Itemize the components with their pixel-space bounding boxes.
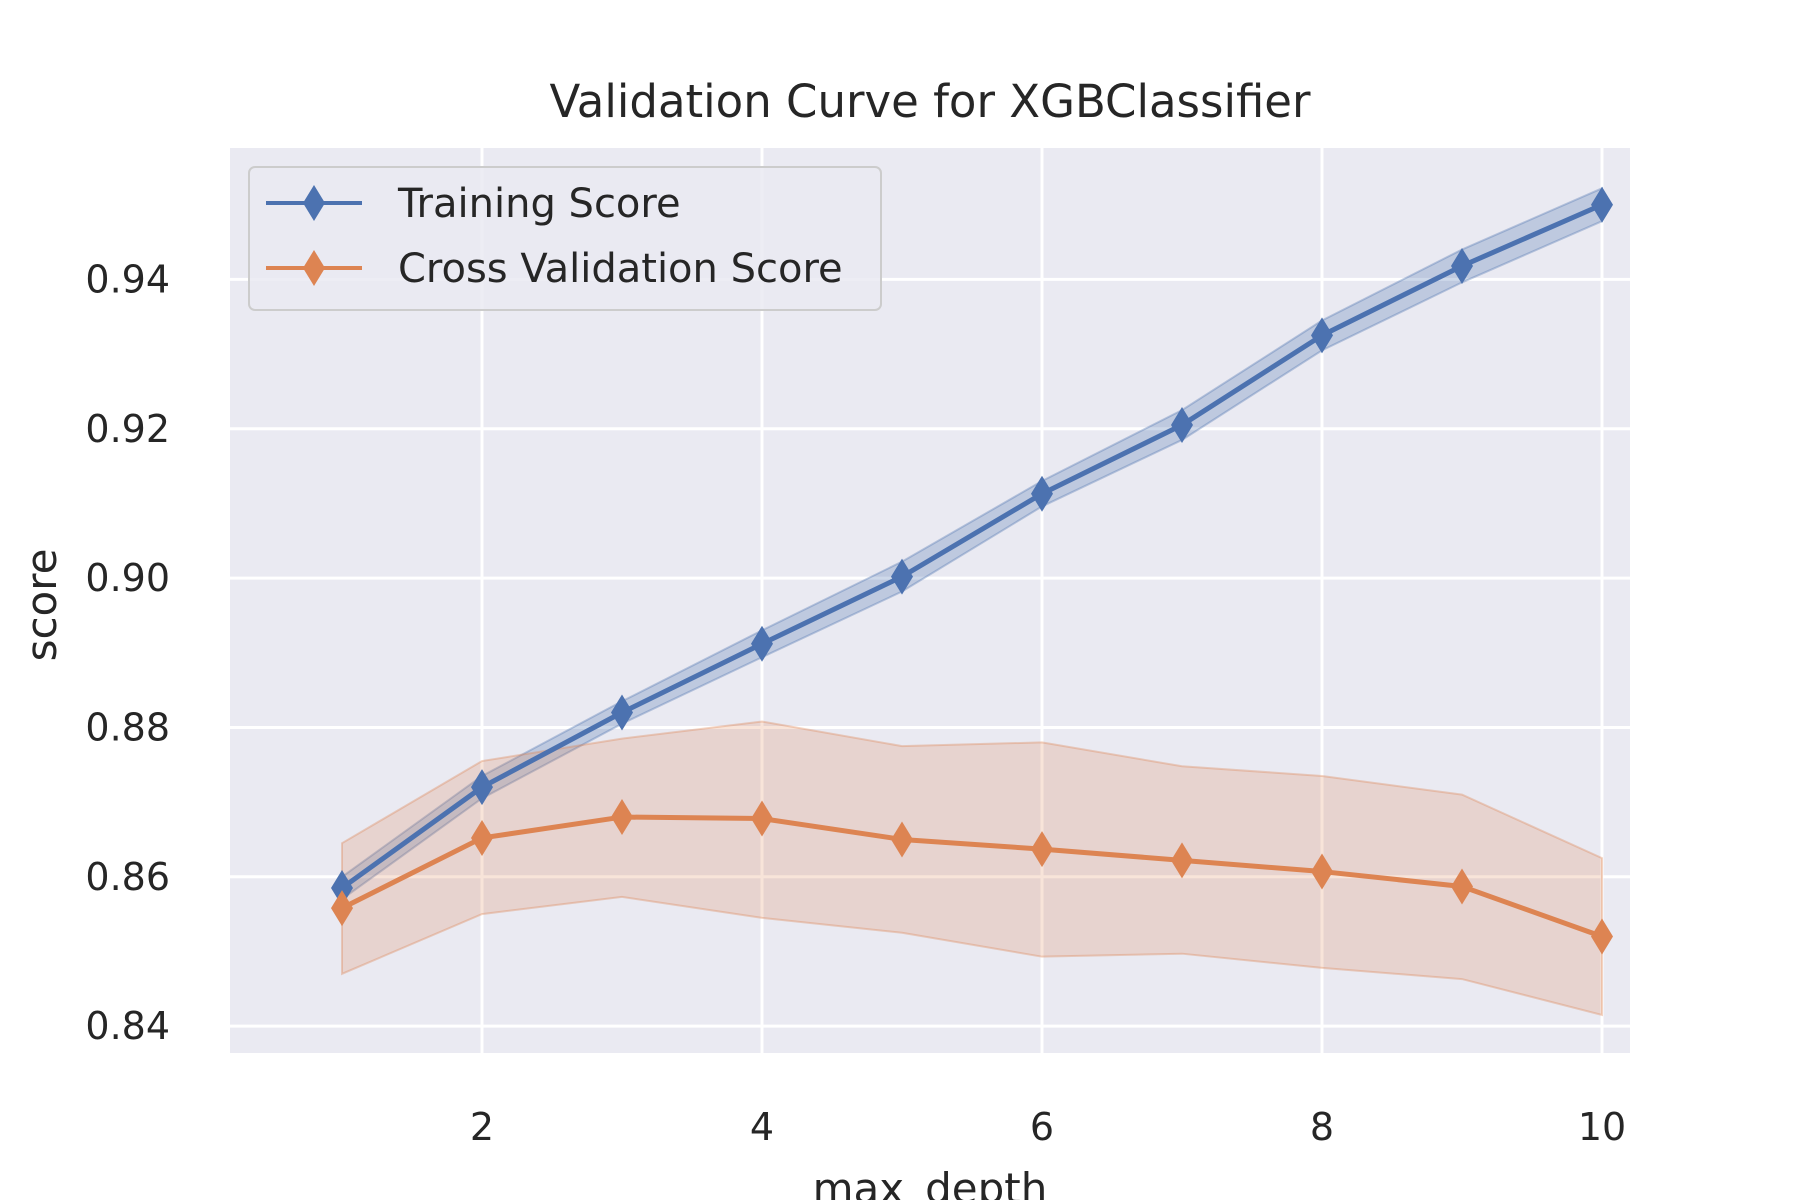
y-tick-label: 0.94 [85,257,170,301]
marker-cross-validation-score [471,819,493,856]
grid-lines [230,148,1630,1053]
tick-labels: 2 4 6 8 10 0.84 0.86 0.88 0.90 0.92 0.94 [85,257,1626,1149]
marker-cross-validation-score [611,799,633,836]
marker-cross-validation-score [1311,853,1333,890]
chart-title: Validation Curve for XGBClassifier [550,75,1311,128]
marker-cross-validation-score [1171,842,1193,879]
x-tick-label: 10 [1578,1105,1626,1149]
confidence-bands [341,186,1603,1017]
marker-training-score [751,625,773,662]
x-axis-label: max_depth [813,1164,1048,1200]
legend: Training Score Cross Validation Score [248,166,882,311]
marker-cross-validation-score [331,890,353,927]
marker-training-score [1591,186,1613,223]
y-tick-label: 0.88 [85,705,170,749]
legend-marker-cross-validation-score [303,250,325,286]
series-markers [331,186,1613,955]
band-cross-validation-score [341,720,1603,1017]
series-lines [340,202,1604,939]
y-tick-label: 0.90 [85,556,170,600]
x-tick-label: 4 [750,1105,774,1149]
legend-box [248,166,882,311]
x-tick-label: 6 [1030,1105,1054,1149]
y-tick-label: 0.86 [85,855,170,899]
marker-cross-validation-score [891,821,913,858]
x-tick-label: 2 [470,1105,494,1149]
marker-training-score [331,869,353,906]
marker-training-score [1451,247,1473,284]
marker-cross-validation-score [1451,868,1473,905]
marker-cross-validation-score [1031,831,1053,868]
legend-marker-training-score [303,185,325,221]
line-training-score [340,202,1604,891]
marker-cross-validation-score [751,800,773,837]
x-tick-label: 8 [1310,1105,1334,1149]
marker-training-score [611,694,633,731]
marker-training-score [471,769,493,806]
line-cross-validation-score [340,814,1603,939]
marker-training-score [891,558,913,595]
marker-training-score [1311,317,1333,354]
y-axis-label: score [17,549,66,662]
marker-training-score [1031,475,1053,512]
y-tick-label: 0.84 [85,1004,170,1048]
marker-cross-validation-score [1591,918,1613,955]
marker-training-score [1171,407,1193,444]
legend-label-training-score: Training Score [397,181,681,227]
y-tick-label: 0.92 [85,407,170,451]
legend-label-cross-validation-score: Cross Validation Score [398,246,843,292]
